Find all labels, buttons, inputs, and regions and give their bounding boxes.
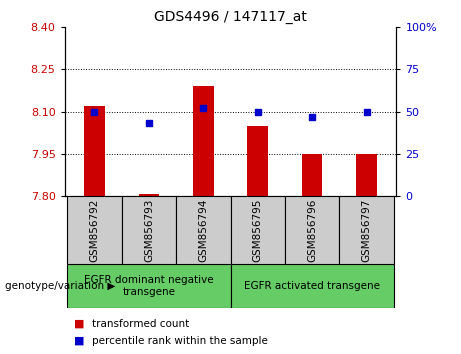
Bar <box>122 196 176 264</box>
Text: genotype/variation ▶: genotype/variation ▶ <box>5 281 115 291</box>
Bar <box>67 264 230 308</box>
Bar <box>230 264 394 308</box>
Text: EGFR dominant negative
transgene: EGFR dominant negative transgene <box>84 275 214 297</box>
Text: EGFR activated transgene: EGFR activated transgene <box>244 281 380 291</box>
Bar <box>67 196 122 264</box>
Text: ■: ■ <box>74 319 84 329</box>
Bar <box>84 106 105 196</box>
Text: GSM856797: GSM856797 <box>361 198 372 262</box>
Bar <box>285 196 339 264</box>
Text: percentile rank within the sample: percentile rank within the sample <box>92 336 268 346</box>
Bar <box>302 154 322 196</box>
Text: GSM856795: GSM856795 <box>253 198 263 262</box>
Text: transformed count: transformed count <box>92 319 189 329</box>
Bar <box>176 196 230 264</box>
Bar <box>339 196 394 264</box>
Text: ■: ■ <box>74 336 84 346</box>
Text: GSM856793: GSM856793 <box>144 198 154 262</box>
Bar <box>248 126 268 196</box>
Text: GSM856794: GSM856794 <box>198 198 208 262</box>
Text: GSM856796: GSM856796 <box>307 198 317 262</box>
Bar <box>356 154 377 196</box>
Bar <box>230 196 285 264</box>
Bar <box>139 194 159 196</box>
Title: GDS4496 / 147117_at: GDS4496 / 147117_at <box>154 10 307 24</box>
Text: GSM856792: GSM856792 <box>89 198 100 262</box>
Bar <box>193 86 213 196</box>
